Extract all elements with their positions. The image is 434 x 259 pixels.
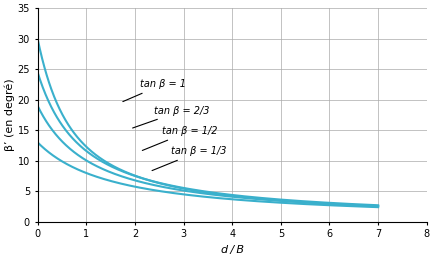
Text: tan β = 1/2: tan β = 1/2 bbox=[142, 126, 217, 150]
Text: tan β = 2/3: tan β = 2/3 bbox=[133, 106, 210, 128]
Text: tan β = 1: tan β = 1 bbox=[123, 80, 186, 102]
X-axis label: d / B: d / B bbox=[220, 245, 243, 255]
Text: tan β = 1/3: tan β = 1/3 bbox=[152, 147, 227, 171]
Y-axis label: β’ (en degré): β’ (en degré) bbox=[4, 78, 15, 151]
